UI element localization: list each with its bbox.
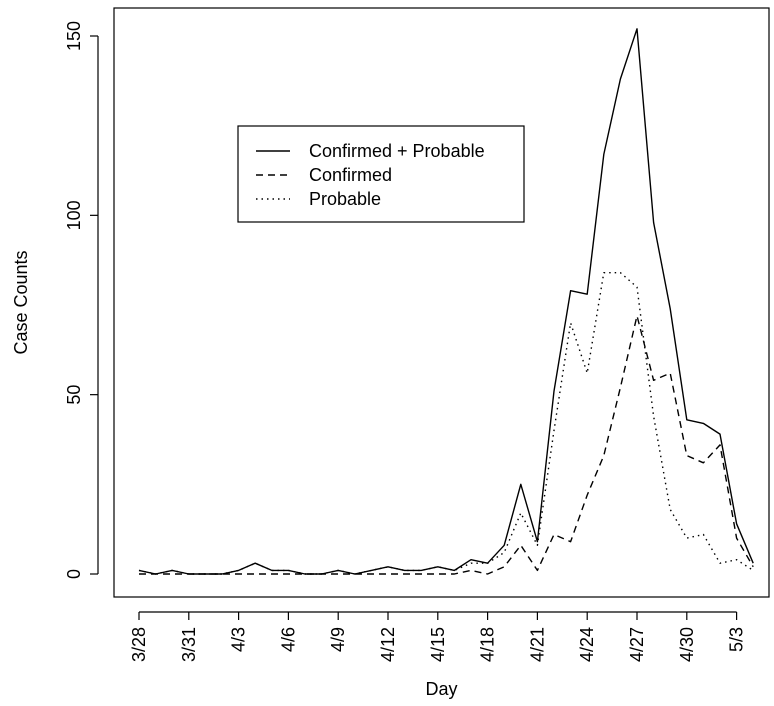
y-tick-label: 50 [64, 385, 84, 405]
plot-frame [113, 7, 770, 598]
legend-box [237, 125, 525, 223]
x-tick-label: 4/12 [378, 627, 398, 662]
x-tick-label: 3/28 [129, 627, 149, 662]
legend-label: Confirmed [309, 165, 392, 185]
x-tick-label: 5/3 [727, 627, 747, 652]
x-tick-label: 4/30 [677, 627, 697, 662]
x-tick-label: 4/6 [278, 627, 298, 652]
x-tick-label: 4/18 [478, 627, 498, 662]
x-tick-label: 3/31 [179, 627, 199, 662]
x-tick-label: 4/3 [229, 627, 249, 652]
legend: Confirmed + Probable Confirmed Probable [237, 125, 525, 223]
y-tick-label: 150 [64, 21, 84, 51]
y-tick-label: 100 [64, 200, 84, 230]
x-tick-label: 4/9 [328, 627, 348, 652]
x-tick-label: 4/21 [527, 627, 547, 662]
legend-label: Probable [309, 189, 381, 209]
x-axis-title: Day [425, 679, 457, 699]
legend-label: Confirmed + Probable [309, 141, 485, 161]
series-line-confirmed [139, 315, 754, 575]
y-tick-label: 0 [64, 569, 84, 579]
x-tick-label: 4/24 [577, 627, 597, 662]
series-line-probable [138, 272, 754, 575]
x-tick-label: 4/27 [627, 627, 647, 662]
x-tick-label: 4/15 [428, 627, 448, 662]
series-line-confirmed-probable [138, 28, 754, 575]
y-axis-title: Case Counts [11, 250, 31, 354]
